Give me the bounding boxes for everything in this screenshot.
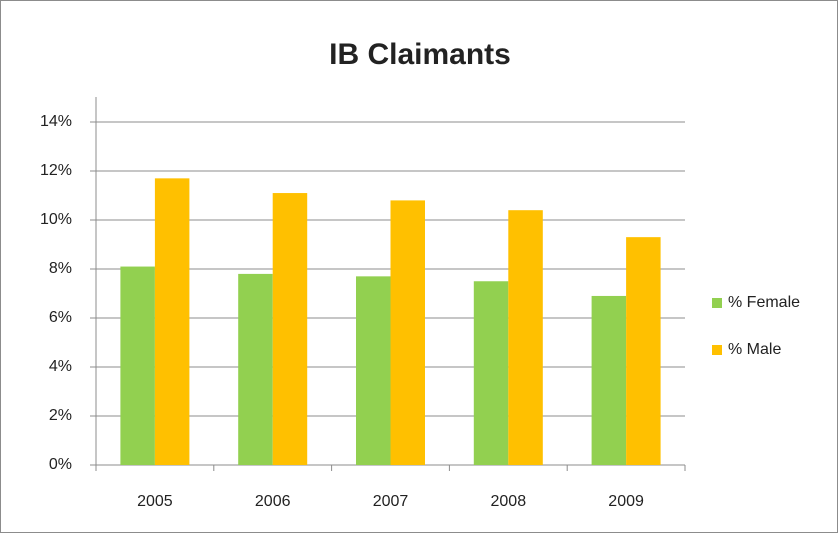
bar: [390, 200, 425, 465]
y-tick-label: 2%: [49, 407, 72, 424]
x-tick-label: 2007: [373, 493, 409, 510]
bar: [591, 295, 627, 465]
legend-swatch: [712, 298, 722, 308]
legend-label: % Male: [728, 341, 781, 358]
bar: [356, 276, 391, 465]
y-tick-label: 6%: [49, 309, 72, 326]
y-tick-label: 4%: [49, 358, 72, 375]
x-tick-label: 2005: [137, 493, 173, 510]
y-tick-label: 8%: [49, 260, 72, 277]
bar: [272, 193, 308, 466]
legend-label: % Female: [728, 294, 800, 311]
y-tick-label: 0%: [49, 456, 72, 473]
y-tick-label: 14%: [40, 113, 72, 130]
legend-swatch: [712, 345, 722, 355]
y-tick-label: 10%: [40, 211, 72, 228]
bar: [154, 178, 190, 465]
x-tick-label: 2009: [608, 493, 644, 510]
bar: [508, 210, 543, 465]
x-tick-label: 2006: [255, 493, 291, 510]
bar: [238, 273, 273, 465]
bar: [473, 281, 509, 465]
bar: [626, 237, 661, 465]
x-tick-label: 2008: [491, 493, 527, 510]
chart-title: IB Claimants: [329, 38, 511, 71]
y-tick-label: 12%: [40, 162, 72, 179]
bar: [120, 266, 155, 465]
